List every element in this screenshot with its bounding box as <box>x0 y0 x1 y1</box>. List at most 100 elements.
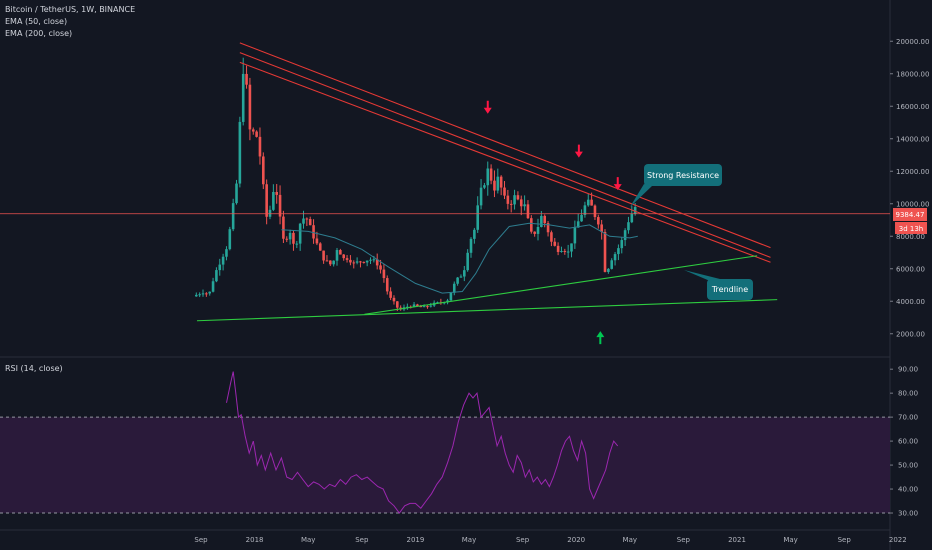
candle-body <box>540 215 543 227</box>
candle-body <box>556 245 560 252</box>
candle-body <box>630 213 634 223</box>
candle-body <box>463 270 466 277</box>
candle-body <box>389 291 392 298</box>
candle-body <box>379 265 382 270</box>
candle-body <box>627 222 630 231</box>
candle-body <box>208 291 212 294</box>
candle-body <box>563 250 567 252</box>
candle-body <box>607 268 610 272</box>
time-axis: Sep 2018 May Sep 2019 May Sep 2020 May Sep 2021 May… <box>194 536 906 544</box>
candle-body <box>543 215 547 224</box>
rsi-band <box>0 417 890 514</box>
candle-body <box>553 241 557 246</box>
candle-body <box>298 223 302 244</box>
candle-body <box>265 184 268 217</box>
trendline-label: Trendline <box>711 285 748 294</box>
candle-body <box>318 243 322 251</box>
candle-body <box>623 230 627 241</box>
candle-body <box>503 187 506 196</box>
candle-body <box>613 254 617 261</box>
candle-body <box>288 232 292 240</box>
candle-body <box>295 243 299 245</box>
candle-body <box>422 306 426 308</box>
candle-body <box>416 304 419 307</box>
candle-body <box>245 73 248 85</box>
candle-body <box>359 261 362 263</box>
candle-body <box>205 293 208 295</box>
candle-body <box>493 180 496 191</box>
current-price-tag: 9384.47 <box>893 208 927 221</box>
trendline-callout[interactable]: Trendline <box>684 270 753 300</box>
markers <box>483 100 622 345</box>
candle-body <box>516 195 520 200</box>
candle-body <box>449 292 453 301</box>
candle-body <box>349 259 352 263</box>
candle-body <box>195 294 198 297</box>
candle-body <box>590 199 593 206</box>
candle-body <box>221 256 225 265</box>
price-axis: 2000.00 4000.00 6000.00 8000.00 10000.00 1200… <box>890 38 929 338</box>
candle-body <box>603 231 607 272</box>
candle-body <box>362 261 366 263</box>
candle-body <box>312 225 315 239</box>
strong-resistance-callout[interactable]: Strong Resistance <box>630 164 722 207</box>
resistance-line <box>239 61 771 263</box>
rsi-legend[interactable]: RSI (14, close) <box>5 364 63 373</box>
candle-body <box>573 227 577 244</box>
candle-body <box>302 218 305 224</box>
candle-body <box>586 199 590 206</box>
candle-body <box>335 250 339 261</box>
candle-body <box>412 304 416 307</box>
ema50-legend[interactable]: EMA (50, close) <box>5 17 68 26</box>
candle-body <box>519 199 523 207</box>
candle-body <box>469 238 473 253</box>
resistance-line <box>239 42 771 249</box>
candle-body <box>419 306 423 308</box>
resistance-line <box>239 52 771 258</box>
time-tick-label: 2021 <box>728 536 746 544</box>
rsi-tick-label: 70.00 <box>898 414 918 422</box>
candle-body <box>533 231 536 234</box>
symbol-title[interactable]: Bitcoin / TetherUS, 1W, BINANCE <box>5 5 136 14</box>
candle-body <box>292 232 295 244</box>
candle-body <box>429 305 433 307</box>
rsi-tick-label: 80.00 <box>898 390 918 398</box>
candle-body <box>225 249 228 257</box>
candle-body <box>536 226 540 234</box>
candle-body <box>580 214 583 222</box>
candle-body <box>473 229 476 239</box>
rsi-tick-label: 40.00 <box>898 486 918 494</box>
time-tick-label: May <box>783 536 797 544</box>
bar-timer-value: 3d 13h <box>899 225 923 233</box>
candle-body <box>530 218 533 232</box>
candle-body <box>275 191 279 195</box>
candle-body <box>385 278 389 292</box>
rsi-tick-label: 30.00 <box>898 510 918 518</box>
candle-body <box>282 216 285 239</box>
candle-body <box>315 238 319 244</box>
candle-body <box>570 243 573 252</box>
time-tick-label: May <box>623 536 637 544</box>
price-tick-label: 6000.00 <box>896 265 925 273</box>
candle-body <box>262 156 265 185</box>
candle-body <box>238 121 242 184</box>
candle-body <box>617 248 620 255</box>
bar-timer-tag: 3d 13h <box>895 222 927 234</box>
candle-body <box>436 302 439 304</box>
time-tick-label: Sep <box>194 536 208 544</box>
candle-body <box>426 306 429 308</box>
candle-body <box>476 205 480 230</box>
candle-body <box>459 276 463 278</box>
candle-body <box>329 260 332 265</box>
trendline <box>364 255 758 315</box>
candle-body <box>513 195 516 205</box>
candle-body <box>576 221 580 228</box>
ema200-legend[interactable]: EMA (200, close) <box>5 29 73 38</box>
candle-body <box>342 254 346 259</box>
candle-body <box>593 205 597 218</box>
trendline <box>196 299 778 322</box>
time-tick-label: May <box>301 536 315 544</box>
candle-body <box>620 240 624 249</box>
price-tick-label: 2000.00 <box>896 330 925 338</box>
